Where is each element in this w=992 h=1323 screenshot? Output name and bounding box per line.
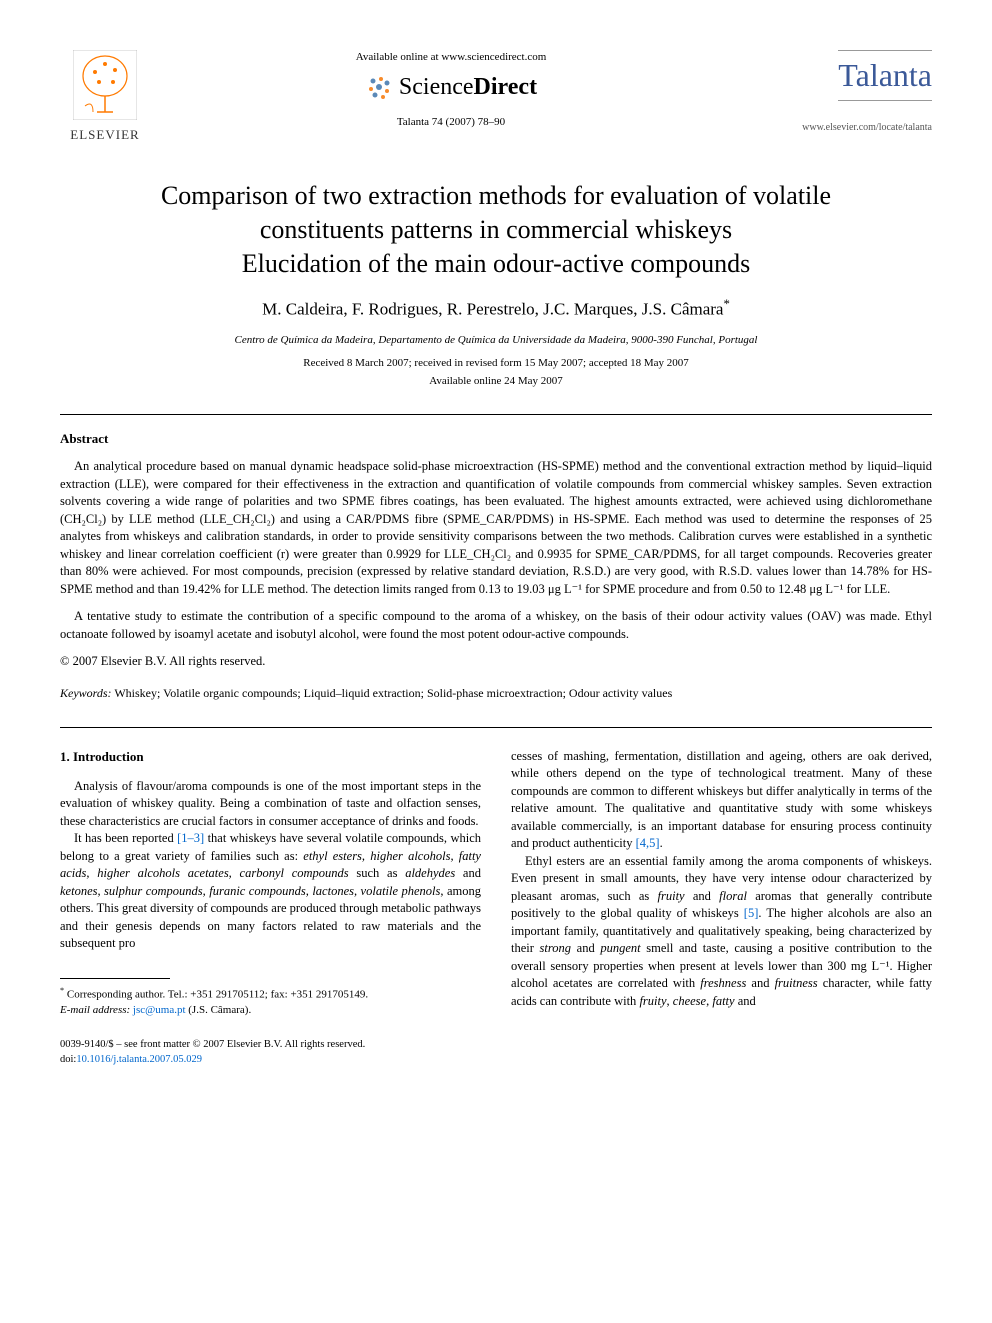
sd-suffix: Direct: [474, 74, 538, 100]
p3-a: cesses of mashing, fermentation, distill…: [511, 749, 932, 851]
abstract-p1: An analytical procedure based on manual …: [60, 458, 932, 598]
rule-bottom: [60, 727, 932, 728]
email-label: E-mail address:: [60, 1004, 130, 1016]
intro-p4: Ethyl esters are an essential family amo…: [511, 853, 932, 1011]
abstract-heading: Abstract: [60, 430, 932, 448]
p4-i3: strong: [540, 941, 572, 955]
p4-i2: floral: [719, 889, 747, 903]
p4-i6: fruitness: [775, 976, 818, 990]
p4-g: and: [746, 976, 774, 990]
footer: 0039-9140/$ – see front matter © 2007 El…: [60, 1038, 932, 1067]
sciencedirect-logo: ScienceDirect: [150, 71, 752, 105]
available-online-text: Available online at www.sciencedirect.co…: [150, 50, 752, 65]
journal-url: www.elsevier.com/locate/talanta: [752, 121, 932, 135]
footnote-separator: [60, 978, 170, 979]
p4-i9: fatty: [712, 994, 734, 1008]
p2-i3: ketones, sulphur compounds, furanic comp…: [60, 884, 440, 898]
introduction-heading: 1. Introduction: [60, 748, 481, 766]
footnote-corresponding: * Corresponding author. Tel.: +351 29170…: [60, 985, 481, 1003]
keywords: Keywords: Whiskey; Volatile organic comp…: [60, 685, 932, 702]
rule-top: [60, 414, 932, 415]
keywords-text: Whiskey; Volatile organic compounds; Liq…: [112, 686, 673, 700]
ref-link-1-3[interactable]: [1–3]: [177, 831, 204, 845]
intro-p2: It has been reported [1–3] that whiskeys…: [60, 830, 481, 953]
received-dates: Received 8 March 2007; received in revis…: [60, 356, 932, 371]
ref-link-5[interactable]: [5]: [744, 906, 759, 920]
online-date: Available online 24 May 2007: [60, 374, 932, 389]
journal-logo-block: Talanta www.elsevier.com/locate/talanta: [752, 50, 932, 135]
p4-k: and: [735, 994, 756, 1008]
p2-a: It has been reported: [74, 831, 177, 845]
p2-c: such as: [349, 866, 406, 880]
p4-b: and: [685, 889, 720, 903]
title-line3: Elucidation of the main odour-active com…: [242, 249, 751, 278]
abstract-p2: A tentative study to estimate the contri…: [60, 608, 932, 643]
corresponding-marker: *: [723, 297, 729, 311]
copyright: © 2007 Elsevier B.V. All rights reserved…: [60, 653, 932, 671]
doi-link[interactable]: 10.1016/j.talanta.2007.05.029: [76, 1054, 202, 1065]
publisher-name: ELSEVIER: [70, 126, 139, 144]
p4-e: and: [571, 941, 600, 955]
keywords-label: Keywords:: [60, 686, 112, 700]
footnote-email: E-mail address: jsc@uma.pt (J.S. Câmara)…: [60, 1003, 481, 1018]
doi-line: doi:10.1016/j.talanta.2007.05.029: [60, 1053, 932, 1068]
ref-link-4-5[interactable]: [4,5]: [636, 836, 660, 850]
p2-d: and: [455, 866, 481, 880]
sd-prefix: Science: [399, 74, 474, 100]
affiliation: Centro de Química da Madeira, Departamen…: [60, 333, 932, 348]
center-header: Available online at www.sciencedirect.co…: [150, 50, 752, 130]
article-title: Comparison of two extraction methods for…: [60, 179, 932, 280]
doi-label: doi:: [60, 1054, 76, 1065]
journal-citation: Talanta 74 (2007) 78–90: [150, 115, 752, 130]
p4-i1: fruity: [658, 889, 685, 903]
p4-i4: pungent: [600, 941, 640, 955]
email-name: (J.S. Câmara).: [186, 1004, 252, 1016]
p4-i7: fruity: [639, 994, 666, 1008]
footnote-text: Corresponding author. Tel.: +351 2917051…: [67, 989, 368, 1001]
header-row: ELSEVIER Available online at www.science…: [60, 50, 932, 144]
publisher-logo: ELSEVIER: [60, 50, 150, 144]
sciencedirect-text: ScienceDirect: [399, 71, 537, 105]
p3-b: .: [660, 836, 663, 850]
sciencedirect-dots-icon: [365, 73, 395, 103]
title-line1: Comparison of two extraction methods for…: [161, 181, 831, 210]
journal-name: Talanta: [838, 50, 932, 101]
title-line2: constituents patterns in commercial whis…: [260, 215, 732, 244]
elsevier-tree-icon: [73, 50, 137, 120]
p2-i2: aldehydes: [405, 866, 455, 880]
authors: M. Caldeira, F. Rodrigues, R. Perestrelo…: [60, 296, 932, 321]
intro-p3: cesses of mashing, fermentation, distill…: [511, 748, 932, 853]
authors-list: M. Caldeira, F. Rodrigues, R. Perestrelo…: [262, 299, 723, 318]
intro-p1: Analysis of flavour/aroma compounds is o…: [60, 778, 481, 831]
p4-i8: cheese: [673, 994, 706, 1008]
body-columns: 1. Introduction Analysis of flavour/arom…: [60, 748, 932, 1019]
p4-i5: freshness: [700, 976, 746, 990]
issn-line: 0039-9140/$ – see front matter © 2007 El…: [60, 1038, 932, 1053]
email-link[interactable]: jsc@uma.pt: [133, 1004, 186, 1016]
